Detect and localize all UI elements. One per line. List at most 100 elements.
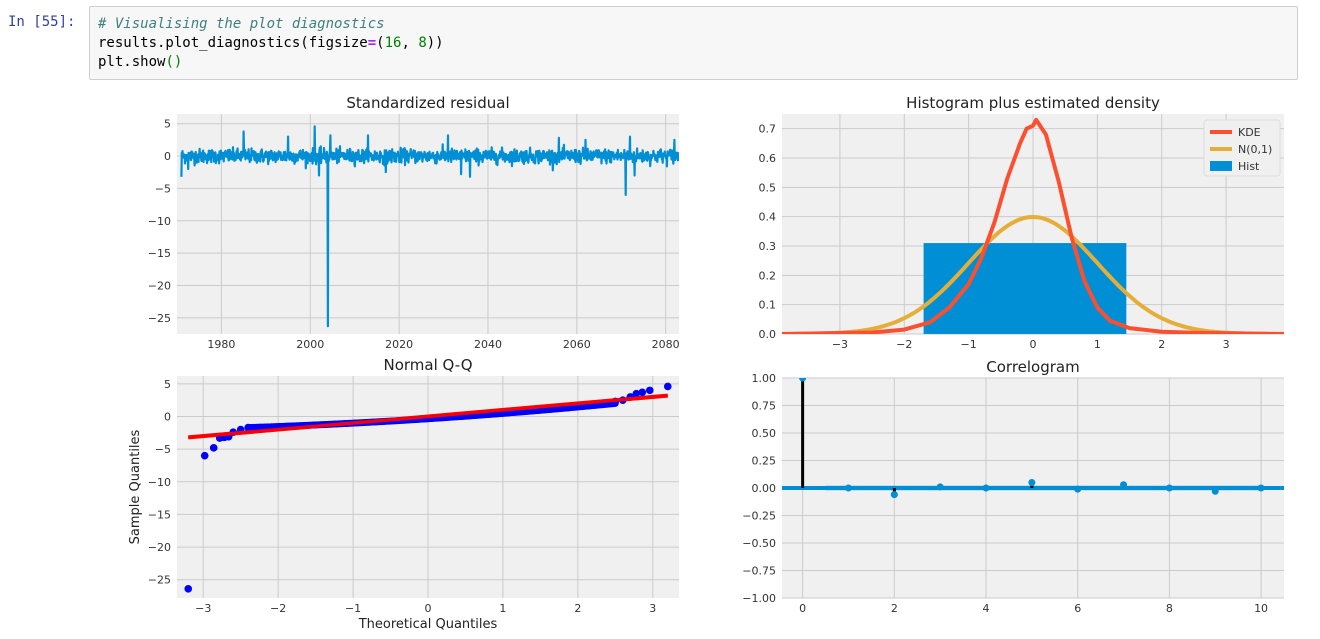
code-call: plt.show <box>98 54 166 70</box>
acf-marker <box>982 484 990 492</box>
qq-reference-line-top <box>188 393 668 440</box>
qq-point <box>209 444 218 452</box>
histogram-x-tick-label: 0 <box>1030 338 1037 351</box>
qq-x-tick-label: 2 <box>574 602 581 615</box>
correlogram-x-tick-label: 8 <box>1166 602 1173 615</box>
qq-point <box>645 386 654 395</box>
legend-label: KDE <box>1238 126 1261 139</box>
qq-point <box>244 423 252 432</box>
histogram-legend: KDE N(0,1) Hist <box>1203 119 1281 177</box>
acf-marker <box>1257 484 1265 492</box>
code-number: 16 <box>384 35 402 51</box>
histogram-x-tick-label: −1 <box>961 338 977 351</box>
correlogram-x-tick-label: 0 <box>799 602 806 615</box>
kde-line <box>782 117 1284 334</box>
acf-marker <box>844 484 852 492</box>
qq-y-tick-label: −15 <box>148 508 171 521</box>
residual-y-tick-label: −15 <box>148 247 171 260</box>
code-paren: () <box>165 54 183 70</box>
qq-y-tick-label: −20 <box>148 541 171 554</box>
residual-y-tick-label: 0 <box>164 150 171 163</box>
correlogram-y-tick-label: 0.00 <box>752 482 777 495</box>
correlogram-y-tick-label: −0.75 <box>742 565 776 578</box>
acf-marker <box>1074 485 1082 493</box>
code-call: results.plot_diagnostics(figsize <box>98 35 368 51</box>
residual-x-tick-label: 2080 <box>652 338 680 351</box>
residual-y-tick-label: −25 <box>148 312 171 325</box>
histogram-y-tick-label: 0.6 <box>759 152 777 165</box>
residual-y-tick-label: −10 <box>148 215 171 228</box>
histogram-x-tick-label: −2 <box>896 338 912 351</box>
qq-x-tick-label: −1 <box>345 602 361 615</box>
qq-title: Normal Q-Q <box>383 356 472 374</box>
qq-y-tick-label: −10 <box>148 476 171 489</box>
code-comment: # Visualising the plot diagnostics <box>98 16 385 32</box>
residual-x-tick-label: 2040 <box>474 338 502 351</box>
histogram-y-tick-label: 0.7 <box>759 123 777 136</box>
code-cell[interactable]: # Visualising the plot diagnostics resul… <box>89 6 1298 80</box>
code-separator: , <box>401 35 419 51</box>
qq-x-tick-label: −3 <box>195 602 211 615</box>
residual-marks <box>180 125 679 328</box>
acf-marker <box>1120 481 1128 489</box>
histogram-y-tick-label: 0.4 <box>759 211 777 224</box>
acf-marker <box>1028 479 1036 486</box>
normal-density-line <box>782 214 1284 334</box>
qq-point <box>663 382 672 391</box>
qq-x-tick-label: 0 <box>425 602 432 615</box>
histogram-y-tick-label: 0.0 <box>759 328 777 341</box>
correlogram-x-tick-label: 2 <box>891 602 898 615</box>
qq-marks <box>184 382 672 593</box>
qq-x-tick-label: −2 <box>270 602 286 615</box>
histogram-y-tick-label: 0.3 <box>759 240 777 253</box>
correlogram-x-tick-label: 6 <box>1074 602 1081 615</box>
acf-marker <box>890 491 898 499</box>
residual-x-tick-label: 2000 <box>296 338 324 351</box>
correlogram-y-tick-label: 0.25 <box>752 455 777 468</box>
residual-plot-area <box>177 114 679 334</box>
histogram-y-tick-label: 0.5 <box>759 181 777 194</box>
residual-title: Standardized residual <box>346 94 509 112</box>
code-editor[interactable]: # Visualising the plot diagnostics resul… <box>98 15 444 72</box>
qq-x-tick-label: 3 <box>649 602 656 615</box>
correlogram-y-tick-label: 0.50 <box>752 427 777 440</box>
histogram-y-tick-label: 0.2 <box>759 269 777 282</box>
correlogram-y-tick-label: −0.25 <box>742 510 776 523</box>
residual-y-tick-label: 5 <box>164 118 171 131</box>
histogram-y-tick-label: 0.1 <box>759 299 777 312</box>
legend-label: Hist <box>1238 160 1260 173</box>
histogram-title: Histogram plus estimated density <box>906 94 1160 112</box>
correlogram-marks <box>782 378 1284 499</box>
residual-axes: 1980 2000 2020 2040 2060 2080 5 0 −5 −10 −15 −20 −25… <box>148 94 680 351</box>
histogram-x-tick-label: 2 <box>1158 338 1165 351</box>
correlogram-y-tick-label: −0.50 <box>742 537 776 550</box>
acf-marker <box>936 483 944 491</box>
qq-y-tick-label: −5 <box>155 443 171 456</box>
qq-x-axis-label: Theoretical Quantiles <box>358 617 498 632</box>
residual-x-tick-label: 2020 <box>385 338 413 351</box>
qq-y-tick-label: −25 <box>148 574 171 587</box>
histogram-x-tick-label: 3 <box>1223 338 1230 351</box>
qq-y-tick-label: 5 <box>164 378 171 391</box>
histogram-x-tick-label: 1 <box>1094 338 1101 351</box>
correlogram-y-tick-label: 0.75 <box>752 400 777 413</box>
qq-point <box>638 388 647 397</box>
residual-y-tick-label: −20 <box>148 279 171 292</box>
qq-point <box>200 451 209 460</box>
qq-x-tick-label: 1 <box>499 602 506 615</box>
correlogram-y-tick-label: −1.00 <box>742 592 776 605</box>
residual-y-tick-label: −5 <box>155 182 171 195</box>
acf-marker <box>1165 484 1173 492</box>
code-number: 8 <box>418 35 427 51</box>
histogram-marks <box>782 117 1284 334</box>
histogram-bar <box>923 243 1127 334</box>
qq-y-tick-label: 0 <box>164 410 171 423</box>
code-operator: = <box>367 35 377 51</box>
acf-marker <box>1211 487 1219 495</box>
qq-point <box>632 389 641 398</box>
correlogram-x-tick-label: 4 <box>983 602 990 615</box>
residual-x-tick-label: 2060 <box>563 338 591 351</box>
correlogram-axes: 0 2 4 6 8 10 1.00 0.75 0.50 0.25 0.00 −0.25 −0.50 −0.… <box>742 358 1284 615</box>
acf-marker <box>799 378 807 382</box>
